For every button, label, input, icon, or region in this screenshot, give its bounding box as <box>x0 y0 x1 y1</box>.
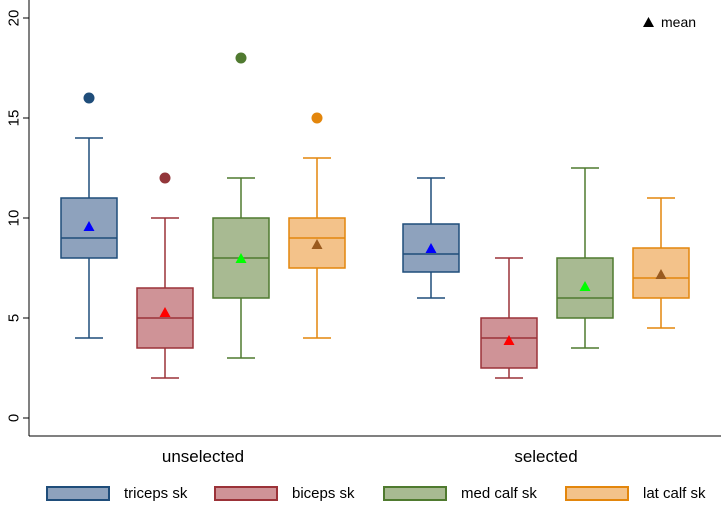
x-group-label: unselected <box>162 447 244 466</box>
y-tick-label: 10 <box>6 210 23 227</box>
outlier-point <box>159 172 171 184</box>
box-biceps-sk-unselected <box>136 172 194 379</box>
y-tick-label: 20 <box>6 10 23 27</box>
mean-marker <box>311 239 323 249</box>
legend-label: biceps sk <box>292 484 355 502</box>
legend-swatch <box>383 485 447 501</box>
y-tick-label: 5 <box>6 314 23 322</box>
plot-area <box>60 52 690 379</box>
x-axis: unselected selected <box>29 435 721 466</box>
box-med-calf-sk-unselected <box>212 52 270 359</box>
outlier-point <box>311 112 323 124</box>
mean-marker <box>579 281 591 291</box>
y-axis: 0 5 10 15 20 <box>6 0 30 436</box>
mean-legend: mean <box>643 14 696 30</box>
x-group-label: selected <box>514 447 577 466</box>
box-triceps-sk-unselected <box>60 92 118 339</box>
legend-item: med calf sk <box>383 480 537 506</box>
legend-label: lat calf sk <box>643 484 706 502</box>
mean-marker <box>83 221 95 231</box>
y-tick-label: 15 <box>6 110 23 127</box>
box-triceps-sk-selected <box>402 177 460 299</box>
box-lat-calf-sk-selected <box>632 197 690 329</box>
legend-swatch <box>214 485 278 501</box>
mean-legend-marker <box>643 17 654 27</box>
outlier-point <box>83 92 95 104</box>
box-med-calf-sk-selected <box>556 167 614 349</box>
mean-marker <box>235 253 247 263</box>
mean-marker <box>159 307 171 317</box>
mean-marker <box>655 269 667 279</box>
legend-swatch <box>46 485 110 501</box>
series-legend: triceps sk biceps sk med calf sk lat calf s… <box>0 480 721 506</box>
legend-item: biceps sk <box>214 480 355 506</box>
legend-label: med calf sk <box>461 484 537 502</box>
outlier-point <box>235 52 247 64</box>
box-biceps-sk-selected <box>480 257 538 379</box>
mean-marker <box>503 335 515 345</box>
box-lat-calf-sk-unselected <box>288 112 346 339</box>
y-tick-label: 0 <box>6 414 23 422</box>
legend-label: triceps sk <box>124 484 188 502</box>
legend-swatch <box>565 485 629 501</box>
mean-legend-label: mean <box>661 14 696 30</box>
mean-marker <box>425 243 437 253</box>
boxplot-chart: 0 5 10 15 20 unselected selected mean <box>6 0 721 466</box>
legend-item: lat calf sk <box>565 480 706 506</box>
legend-item: triceps sk <box>46 480 187 506</box>
